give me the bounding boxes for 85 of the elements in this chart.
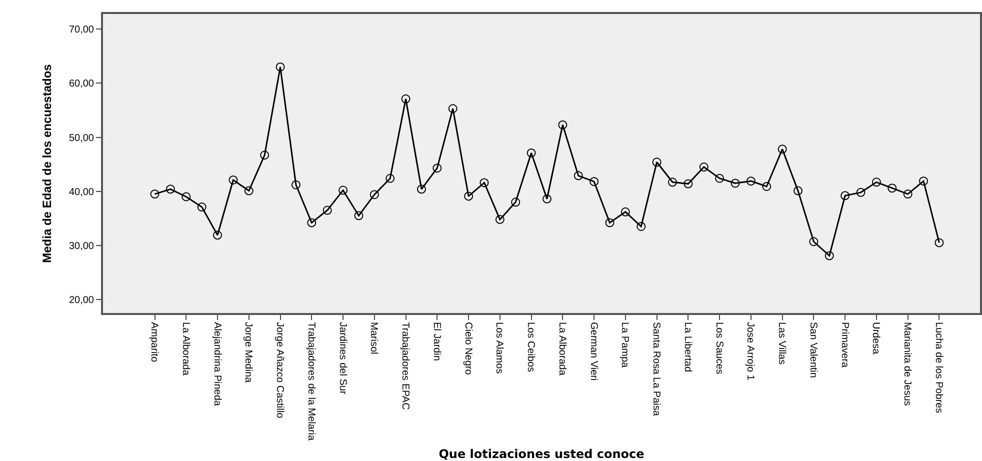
point bbox=[448, 104, 458, 114]
x-tick-label: Cielo Negro bbox=[462, 322, 474, 376]
point bbox=[699, 162, 708, 172]
x-tick-label: Trabajadores de la Melaria bbox=[305, 322, 316, 442]
x-tick-label: Los Ceibos bbox=[525, 322, 536, 372]
x-tick-label: Alejandrina Pineda bbox=[211, 322, 222, 406]
point bbox=[652, 158, 662, 167]
x-tick-label: La Libertad bbox=[682, 322, 693, 372]
y-tick-label: 70,00 bbox=[68, 24, 94, 36]
x-tick-label: La Pampa bbox=[619, 322, 630, 368]
point bbox=[322, 206, 332, 215]
y-tick-label: 50,00 bbox=[68, 132, 94, 144]
point bbox=[809, 237, 818, 246]
x-tick-label: Los Sauces bbox=[713, 322, 724, 374]
point bbox=[715, 174, 724, 183]
point bbox=[888, 184, 897, 193]
point bbox=[903, 190, 912, 199]
point bbox=[558, 120, 568, 130]
x-tick-label: Santa Rosa La Paisa bbox=[650, 322, 662, 416]
point bbox=[338, 186, 348, 195]
point bbox=[730, 178, 740, 188]
y-axis-title: Media de Edad de los encuestados bbox=[40, 64, 54, 263]
x-tick-label: Jorge Añazco Castillo bbox=[274, 322, 286, 419]
x-tick-label: Urdesa bbox=[870, 322, 882, 355]
point bbox=[794, 186, 803, 196]
x-tick-label: Marianita de Jesus bbox=[902, 322, 913, 406]
point bbox=[872, 178, 881, 187]
x-tick-label: Marisol bbox=[368, 322, 380, 354]
x-tick-label: La Alborada bbox=[180, 322, 191, 376]
point bbox=[166, 184, 175, 194]
point bbox=[416, 184, 426, 194]
point bbox=[276, 62, 285, 72]
x-tick-label: Amparito bbox=[148, 322, 160, 362]
point bbox=[778, 144, 787, 154]
x-tick-label: San Valentin bbox=[807, 322, 818, 378]
point bbox=[370, 190, 379, 200]
x-tick-label: Jorge Medina bbox=[242, 322, 254, 384]
point bbox=[840, 191, 850, 200]
point bbox=[574, 171, 583, 180]
point bbox=[542, 194, 552, 204]
point bbox=[495, 214, 504, 224]
point bbox=[307, 218, 316, 228]
point bbox=[526, 148, 536, 158]
x-tick-label: La Alborada bbox=[556, 322, 568, 376]
x-tick-label: Primavera bbox=[838, 322, 850, 368]
point bbox=[228, 175, 238, 184]
point bbox=[182, 192, 191, 202]
point bbox=[919, 176, 928, 186]
point bbox=[464, 192, 474, 201]
point bbox=[291, 180, 300, 190]
point bbox=[386, 174, 395, 183]
point bbox=[480, 178, 489, 188]
x-tick-label: Lucha de los Pobres bbox=[932, 322, 944, 414]
x-tick-label: Los Alamos bbox=[494, 322, 505, 374]
point bbox=[244, 186, 254, 196]
point bbox=[605, 218, 614, 228]
point bbox=[824, 251, 834, 260]
y-tick-label: 20,00 bbox=[68, 294, 94, 306]
y-tick-label: 60,00 bbox=[68, 78, 94, 90]
y-tick-label: 30,00 bbox=[68, 240, 94, 252]
x-tick-label: Jardines del Sur bbox=[336, 322, 348, 395]
point bbox=[432, 164, 442, 173]
point bbox=[590, 177, 599, 186]
point bbox=[511, 198, 520, 207]
x-tick-label: German Vieri bbox=[588, 322, 599, 381]
x-tick-label: Jose Arrojo 1 bbox=[744, 322, 756, 381]
point bbox=[684, 179, 693, 188]
point bbox=[260, 150, 270, 160]
point bbox=[620, 207, 630, 216]
point bbox=[668, 178, 677, 187]
point bbox=[150, 190, 160, 199]
y-tick-label: 40,00 bbox=[68, 186, 94, 198]
point bbox=[354, 211, 364, 220]
point bbox=[746, 176, 756, 186]
point bbox=[762, 182, 772, 191]
point bbox=[636, 222, 646, 231]
x-tick-label: Trabajadores EPAC bbox=[400, 322, 411, 410]
point bbox=[401, 94, 410, 104]
point bbox=[197, 202, 206, 212]
x-axis-title: Que lotizaciones usted conoce bbox=[438, 447, 644, 461]
x-tick-label: Las Villas bbox=[776, 322, 788, 365]
x-tick-label: El Jardin bbox=[430, 322, 442, 361]
point bbox=[856, 188, 866, 197]
point bbox=[934, 238, 944, 248]
point bbox=[213, 230, 222, 240]
